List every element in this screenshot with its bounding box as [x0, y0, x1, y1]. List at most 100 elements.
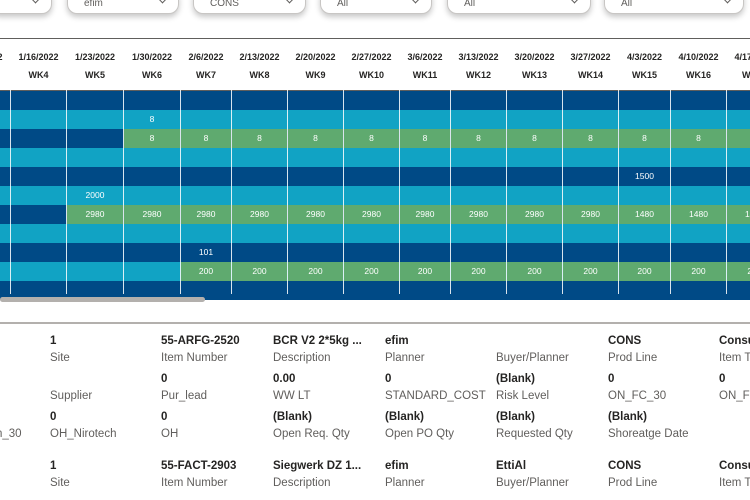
- matrix-cell: [288, 186, 343, 205]
- matrix-cell: 1480: [671, 205, 726, 224]
- matrix-cell: [0, 262, 10, 281]
- matrix-cell: [232, 281, 287, 300]
- matrix-gridline: [450, 90, 451, 294]
- matrix-cell: [124, 186, 180, 205]
- matrix-cell: [0, 129, 10, 148]
- matrix-cell: [400, 186, 450, 205]
- on-fc-30-value: 0: [608, 373, 615, 385]
- matrix-cell: [507, 91, 562, 110]
- matrix-cell: [0, 91, 10, 110]
- matrix-cell: [727, 148, 750, 167]
- matrix-gridline: [618, 90, 619, 294]
- item-type-value: Consu: [719, 335, 750, 347]
- matrix-cell: [0, 205, 10, 224]
- matrix-cell: 8: [344, 129, 399, 148]
- column-week-header: WK12: [465, 70, 491, 80]
- column-week-header: WK16: [685, 70, 711, 80]
- matrix-cell: [563, 281, 618, 300]
- matrix-cell: 2980: [344, 205, 399, 224]
- open-po-qty-value: (Blank): [385, 411, 424, 423]
- matrix-cell: [67, 167, 123, 186]
- matrix-cell: [671, 243, 726, 262]
- matrix-cell: [232, 243, 287, 262]
- matrix-cell: [619, 186, 670, 205]
- planner-value: efim: [385, 460, 409, 472]
- slicer-1[interactable]: [0, 0, 52, 14]
- matrix-cell: [344, 281, 399, 300]
- chevron-down-icon: [157, 0, 168, 4]
- slicer-6[interactable]: All: [604, 0, 744, 14]
- on-fc-value: 0: [719, 373, 726, 385]
- matrix-cell: [181, 110, 231, 129]
- matrix-cell: 200: [344, 262, 399, 281]
- matrix-cell: [11, 243, 66, 262]
- matrix-cell: [400, 281, 450, 300]
- buyer-planner-value: EttiAl: [496, 460, 527, 472]
- matrix-cell: [11, 110, 66, 129]
- matrix-cell: 2980: [288, 205, 343, 224]
- column-week-header: WK15: [631, 70, 657, 80]
- matrix-cell: [563, 91, 618, 110]
- matrix-gridline: [670, 90, 671, 294]
- matrix-cell: [507, 110, 562, 129]
- matrix-cell: [11, 205, 66, 224]
- matrix-cell: [451, 243, 506, 262]
- column-week-header: WK7: [196, 70, 216, 80]
- matrix-gridline: [399, 90, 400, 294]
- matrix-cell: [507, 186, 562, 205]
- chevron-down-icon: [30, 0, 41, 4]
- matrix-cell: [671, 281, 726, 300]
- slicer-prod-line[interactable]: CONS: [193, 0, 306, 14]
- column-week-header: WK6: [142, 70, 162, 80]
- slicer-4[interactable]: All: [320, 0, 432, 14]
- risk-level-label: Risk Level: [496, 390, 550, 402]
- prod-line-label: Prod Line: [608, 352, 658, 364]
- matrix-cell: 2980: [400, 205, 450, 224]
- matrix-cell: [344, 91, 399, 110]
- matrix-cell: 2980: [451, 205, 506, 224]
- prod-line-value: CONS: [608, 460, 642, 472]
- open-po-qty-label: Open PO Qty: [385, 428, 455, 440]
- column-date-header: 1/23/2022: [74, 52, 116, 62]
- standard-cost-label: STANDARD_COST: [385, 390, 486, 402]
- matrix-cell: [400, 224, 450, 243]
- horizontal-scrollbar[interactable]: [0, 297, 205, 302]
- column-week-header: WK4: [28, 70, 49, 80]
- matrix-cell: [11, 262, 66, 281]
- matrix-cell: [288, 148, 343, 167]
- column-date-header: 3/13/2022: [458, 52, 499, 62]
- matrix-cell: [344, 110, 399, 129]
- matrix-cell: [124, 167, 180, 186]
- shoreatge-date-value: (Blank): [608, 411, 647, 423]
- item-number-label: Item Number: [161, 352, 228, 364]
- matrix-cell: [400, 110, 450, 129]
- matrix-cell: [0, 243, 10, 262]
- matrix-cell: [563, 186, 618, 205]
- matrix-cell: [451, 148, 506, 167]
- matrix-cell: [400, 148, 450, 167]
- matrix-row: 2980 2980 2980 2980 2980 2980 2980 2980 2980 2980…: [0, 205, 750, 224]
- matrix-cell: [563, 243, 618, 262]
- column-date-header: 3/20/2022: [514, 52, 555, 62]
- standard-cost-value: 0: [385, 373, 392, 385]
- matrix-cell: [507, 281, 562, 300]
- description-value: BCR V2 2*5kg ...: [273, 335, 362, 347]
- matrix-row: [0, 148, 750, 167]
- matrix-cell: [619, 91, 670, 110]
- matrix-row: [0, 224, 750, 243]
- buyer-planner-label: Buyer/Planner: [496, 352, 569, 364]
- matrix-cell: 8: [507, 129, 562, 148]
- matrix-cell: 8: [451, 129, 506, 148]
- matrix-cell: [232, 148, 287, 167]
- matrix-cell: 8: [400, 129, 450, 148]
- column-date-header: 1/9/2022: [0, 52, 15, 62]
- matrix-cell: 8: [671, 129, 726, 148]
- matrix-cell: [400, 91, 450, 110]
- matrix-gridline: [343, 90, 344, 294]
- matrix-cell: [563, 148, 618, 167]
- slicer-planner[interactable]: efim: [67, 0, 179, 14]
- matrix-cell: 200: [451, 262, 506, 281]
- matrix-top-border: [0, 38, 750, 39]
- slicer-5[interactable]: All: [447, 0, 591, 14]
- slicer-prod-line-value: CONS: [210, 0, 239, 9]
